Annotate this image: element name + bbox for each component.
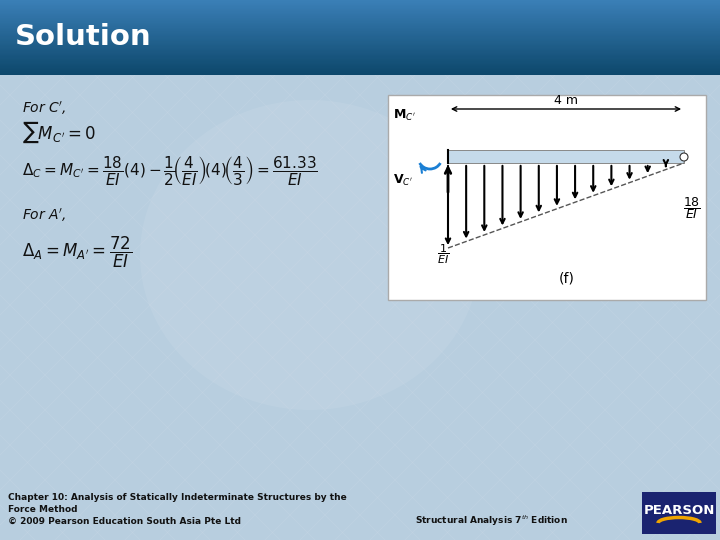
Bar (0, 7, 720, 9)
Bar (0, 63, 720, 65)
Bar (0, 62, 720, 64)
Bar (0, 46, 720, 48)
Text: $\sum M_{C'} = 0$: $\sum M_{C'} = 0$ (22, 119, 96, 145)
Bar (0, 1, 720, 3)
Bar (0, 70, 720, 71)
Bar (0, 36, 720, 37)
Bar (0, 51, 720, 52)
Bar (0, 6, 720, 8)
Bar (0, 28, 720, 30)
Bar (0, 56, 720, 57)
Bar (0, 72, 720, 74)
Bar (0, 26, 720, 28)
Bar (0, 44, 720, 46)
Bar (642, 492, 716, 534)
Text: For A$'$,: For A$'$, (22, 206, 66, 224)
Bar (0, 50, 720, 51)
Text: $\Delta_C = M_{C'} = \dfrac{18}{EI}(4) - \dfrac{1}{2}\!\left(\dfrac{4}{EI}\right: $\Delta_C = M_{C'} = \dfrac{18}{EI}(4) -… (22, 153, 318, 186)
Text: PEARSON: PEARSON (643, 503, 715, 516)
Bar (0, 21, 720, 23)
Bar (0, 58, 720, 60)
Bar (0, 18, 720, 20)
Bar (0, 12, 720, 14)
Bar (0, 8, 720, 10)
Text: (f): (f) (559, 271, 575, 285)
Bar (0, 23, 720, 25)
Bar (0, 53, 720, 55)
Bar (0, 43, 720, 45)
Bar (0, 57, 720, 59)
Bar (0, 48, 720, 50)
Bar (0, 68, 720, 70)
Bar (0, 0, 720, 1)
Text: 4 m: 4 m (554, 94, 578, 107)
Bar (0, 39, 720, 41)
Bar (0, 35, 720, 36)
Bar (388, 95, 706, 300)
Bar (0, 33, 720, 35)
Text: $\Delta_A = M_{A'} = \dfrac{72}{EI}$: $\Delta_A = M_{A'} = \dfrac{72}{EI}$ (22, 234, 132, 269)
Bar (0, 38, 720, 40)
Bar (0, 15, 720, 16)
Text: For C$'$,: For C$'$, (22, 99, 66, 117)
Text: Solution: Solution (15, 23, 152, 51)
Bar (0, 3, 720, 5)
Bar (0, 14, 720, 15)
Text: $\mathbf{V}_{C'}$: $\mathbf{V}_{C'}$ (393, 172, 413, 187)
Bar (0, 52, 720, 54)
Text: © 2009 Pearson Education South Asia Pte Ltd: © 2009 Pearson Education South Asia Pte … (8, 516, 241, 525)
Bar (0, 22, 720, 24)
Bar (0, 55, 720, 56)
Bar (0, 31, 720, 32)
Circle shape (680, 153, 688, 161)
Bar (0, 30, 720, 31)
Ellipse shape (140, 100, 480, 410)
Bar (0, 32, 720, 33)
Bar (448, 150, 684, 163)
Bar (0, 40, 720, 43)
Text: Chapter 10: Analysis of Statically Indeterminate Structures by the: Chapter 10: Analysis of Statically Indet… (8, 494, 347, 503)
Bar (0, 16, 720, 17)
Bar (0, 59, 720, 61)
Text: $\dfrac{1}{EI}$: $\dfrac{1}{EI}$ (437, 242, 449, 266)
Text: $\dfrac{18}{EI}$: $\dfrac{18}{EI}$ (683, 195, 701, 221)
Bar (0, 71, 720, 72)
Bar (0, 67, 720, 69)
Bar (0, 60, 720, 63)
Text: Structural Analysis 7$^{th}$ Edition: Structural Analysis 7$^{th}$ Edition (415, 514, 568, 528)
Bar (0, 64, 720, 66)
Bar (0, 73, 720, 75)
Bar (0, 24, 720, 26)
Bar (0, 10, 720, 11)
Bar (0, 37, 720, 39)
Bar (0, 2, 720, 4)
Bar (0, 66, 720, 68)
Bar (0, 27, 720, 29)
Bar (0, 11, 720, 12)
Text: $\mathbf{M}_{C'}$: $\mathbf{M}_{C'}$ (393, 107, 416, 123)
Bar (0, 42, 720, 44)
Bar (0, 47, 720, 49)
Bar (0, 17, 720, 19)
Bar (0, 4, 720, 6)
Text: Force Method: Force Method (8, 504, 78, 514)
Bar (0, 19, 720, 21)
